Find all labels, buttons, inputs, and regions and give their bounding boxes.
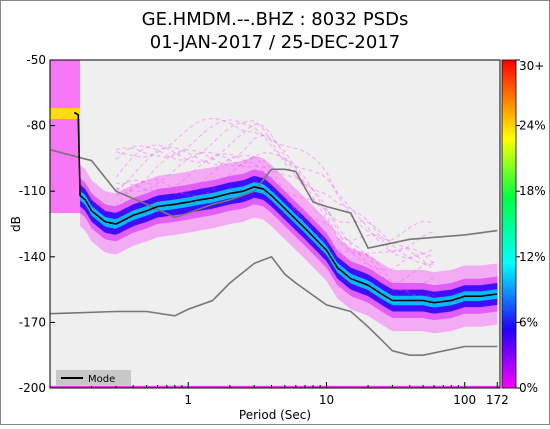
colorbar-tick-label: 30+ [519, 59, 544, 73]
density-streak [115, 119, 435, 253]
plot-border [49, 59, 501, 389]
y-tick-label: -170 [19, 315, 46, 329]
density-floor-band [50, 385, 500, 388]
colorbar-tick-label: 0% [519, 381, 538, 395]
chart-title: GE.HMDM.--.BHZ : 8032 PSDs [142, 9, 409, 30]
density-streak [115, 134, 435, 270]
density-band [80, 182, 498, 308]
x-axis-label: Period (Sec) [239, 408, 311, 422]
y-tick-label: -80 [26, 119, 46, 133]
density-hot-band [50, 108, 81, 120]
colorbar-tick-label: 18% [519, 184, 546, 198]
y-axis-label: dB [9, 216, 23, 232]
density-streak [115, 149, 435, 264]
psd-density-cloud [50, 60, 500, 388]
density-streak [115, 120, 435, 259]
legend: Mode [56, 370, 131, 386]
y-tick-label: -110 [19, 184, 46, 198]
colorbar [502, 60, 516, 388]
colorbar-tick-label: 6% [519, 315, 538, 329]
density-streak [115, 151, 435, 271]
x-tick-label: 172 [486, 393, 509, 407]
density-streak [115, 123, 435, 266]
series-lines [50, 111, 498, 357]
density-streak [115, 155, 435, 292]
x-tick-label: 1 [184, 393, 192, 407]
colorbar-ticks: 0% 6% 12% 18% 24% 30+ [516, 59, 546, 395]
colorbar-tick-label: 12% [519, 250, 546, 264]
legend-box [56, 370, 131, 386]
density-streak [115, 155, 435, 297]
density-short-period-block [50, 60, 81, 214]
colorbar-tick-label: 24% [519, 119, 546, 133]
density-streak [115, 117, 435, 241]
legend-label-mode: Mode [88, 374, 115, 385]
chart-subtitle: 01-JAN-2017 / 25-DEC-2017 [150, 32, 401, 53]
x-tick-label: 10 [319, 393, 334, 407]
x-tick-label: 100 [453, 393, 476, 407]
density-band [80, 176, 498, 314]
high-noise-model-line [50, 148, 498, 250]
low-noise-model-line [50, 255, 498, 357]
mode-line [73, 111, 498, 304]
y-axis: -50 -80 -110 -140 -170 -200 [19, 53, 55, 395]
y-tick-label: -50 [26, 53, 46, 67]
y-tick-label: -200 [19, 381, 46, 395]
y-tick-label: -140 [19, 250, 46, 264]
x-axis: 1 10 100 172 [91, 382, 509, 407]
colorbar-border [501, 59, 517, 389]
